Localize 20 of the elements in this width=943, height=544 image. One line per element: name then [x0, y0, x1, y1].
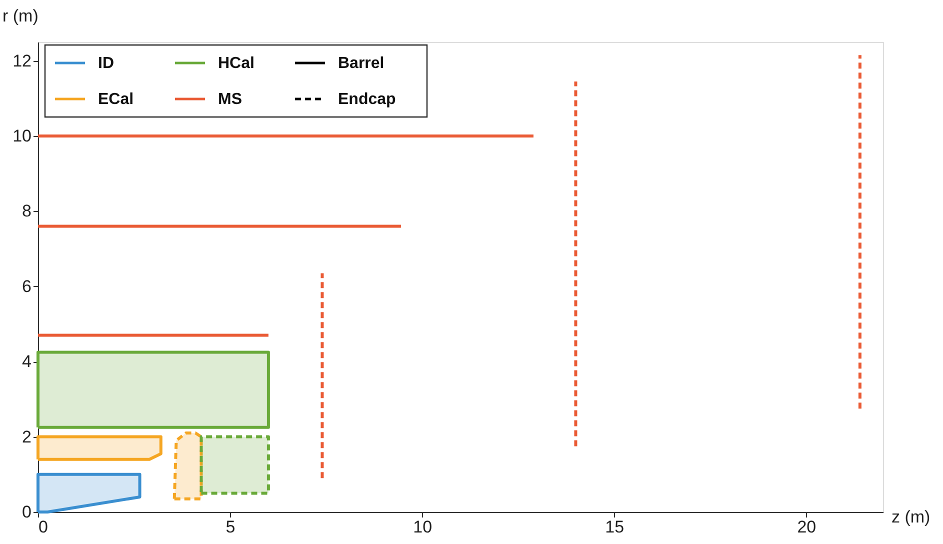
y-tick-label: 2	[22, 427, 32, 446]
x-tick-label: 15	[605, 518, 624, 536]
y-tick-label: 6	[22, 276, 32, 296]
y-tick-label: 4	[22, 352, 32, 372]
y-axis-title: r (m)	[2, 6, 38, 26]
legend-label: ECal	[98, 91, 134, 108]
y-tick-label: 8	[22, 202, 32, 221]
y-tick-label: 0	[22, 502, 32, 522]
x-tick-label: 0	[38, 518, 48, 536]
x-tick-label: 10	[413, 518, 432, 536]
y-tick-label: 12	[12, 51, 32, 70]
legend-label: Barrel	[338, 55, 384, 72]
x-tick-label: 5	[226, 518, 236, 536]
legend-label: HCal	[218, 55, 254, 72]
legend-label: Endcap	[338, 91, 396, 108]
x-tick-label: 20	[797, 518, 816, 536]
legend-label: MS	[218, 91, 242, 108]
y-tick-label: 10	[12, 126, 32, 146]
x-axis-title: z (m)	[892, 508, 930, 526]
legend-label: ID	[98, 55, 114, 72]
